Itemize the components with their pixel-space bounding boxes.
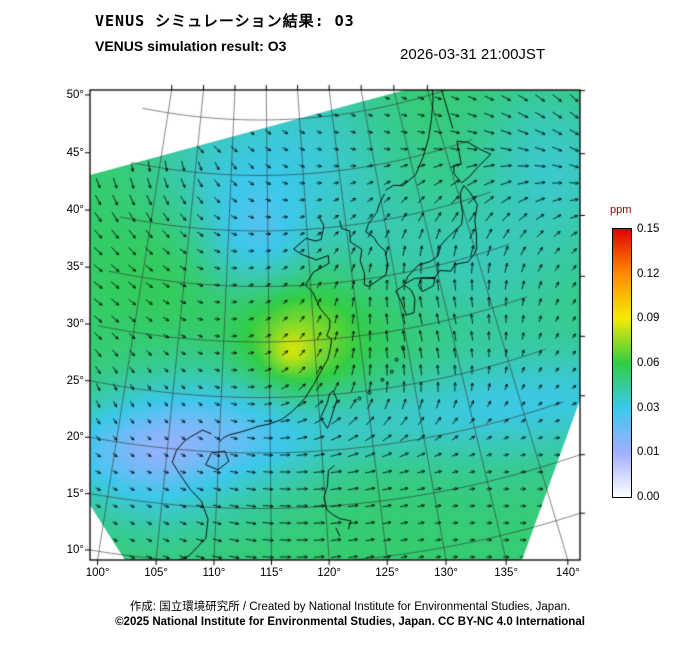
colorbar [612, 228, 632, 498]
longitude-tick-label: 100° [85, 567, 110, 579]
colorbar-value-label: 0.06 [637, 357, 660, 369]
colorbar-value-label: 0.12 [637, 267, 660, 280]
longitude-tick-label: 105° [144, 567, 168, 579]
latitude-tick-label: 35° [66, 261, 84, 274]
longitude-tick-label: 115° [260, 567, 283, 579]
latitude-tick-label: 20° [66, 431, 84, 444]
latitude-tick-label: 10° [66, 543, 84, 556]
longitude-tick-label: 130° [434, 567, 458, 579]
colorbar-value-label: 0.15 [637, 223, 660, 235]
colorbar-value-label: 0.09 [637, 312, 660, 325]
latitude-tick-label: 25° [66, 374, 84, 387]
longitude-tick-label: 140° [555, 567, 580, 579]
page-title-japanese: VENUS シミュレーション結果: O3 [95, 12, 355, 30]
longitude-tick-label: 110° [202, 567, 226, 579]
longitude-tick-label: 120° [317, 567, 342, 579]
colorbar-value-label: 0.01 [637, 446, 660, 459]
longitude-tick-label: 125° [375, 567, 400, 579]
license-line: ©2025 National Institute for Environment… [115, 616, 585, 628]
credit-line: 作成: 国立環境研究所 / Created by National Instit… [129, 601, 571, 613]
latitude-tick-label: 40° [66, 204, 84, 217]
latitude-tick-label: 15° [66, 487, 84, 500]
latitude-tick-label: 50° [66, 88, 84, 101]
timestamp-label: 2026-03-31 21:00JST [400, 46, 546, 63]
latitude-tick-label: 30° [66, 318, 84, 330]
colorbar-unit-label: ppm [610, 204, 632, 216]
colorbar-value-label: 0.03 [637, 401, 660, 414]
page-title-english: VENUS simulation result: O3 [95, 38, 287, 54]
colorbar-value-label: 0.00 [637, 491, 660, 503]
longitude-tick-label: 135° [494, 567, 519, 579]
latitude-tick-label: 45° [66, 146, 84, 159]
